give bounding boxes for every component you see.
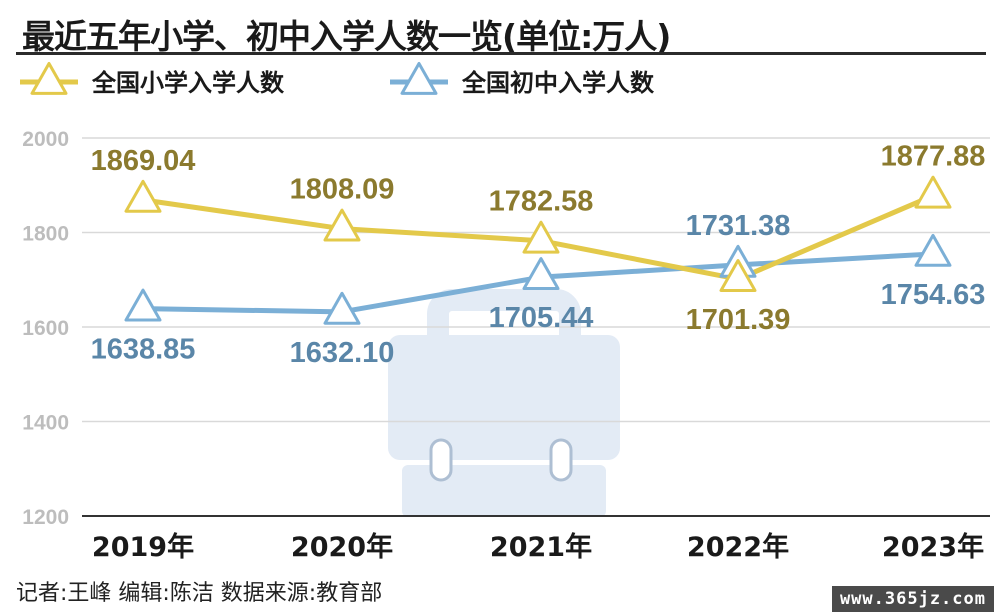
- data-label: 1869.04: [91, 145, 196, 177]
- briefcase-clasp-left: [429, 438, 453, 482]
- data-point-marker: [522, 257, 560, 291]
- site-watermark: www.365jz.com: [831, 586, 994, 612]
- y-tick-label: 1600: [22, 317, 69, 340]
- data-point-marker: [323, 291, 361, 325]
- data-labels: 1869.04 1808.09 1782.58 1701.39 1877.88 1638.…: [91, 141, 986, 369]
- x-tick-label: 2021年: [490, 531, 592, 563]
- series-markers: [124, 175, 952, 325]
- footer-credit: 记者:王峰 编辑:陈洁 数据来源:教育部: [16, 581, 383, 606]
- data-point-marker: [914, 233, 952, 267]
- chart-title: 最近五年小学、初中入学人数一览(单位:万人): [22, 17, 671, 56]
- line-chart: 1200 1400 1600 1800 2000 2019年 2020年 2021年 2022…: [20, 61, 990, 563]
- data-label: 1782.58: [489, 186, 594, 218]
- title-underline: [16, 52, 986, 55]
- x-tick-label: 2020年: [291, 531, 393, 563]
- data-point-marker: [323, 208, 361, 242]
- data-label: 1754.63: [881, 279, 986, 311]
- data-point-marker: [522, 220, 560, 254]
- briefcase-icon: [388, 289, 620, 517]
- legend: 全国小学入学人数 全国初中入学人数: [20, 61, 655, 97]
- legend-triangle-marker-icon: [400, 61, 438, 95]
- y-tick-label: 2000: [22, 128, 69, 151]
- y-tick-label: 1400: [22, 412, 69, 435]
- data-label: 1705.44: [489, 302, 594, 334]
- legend-triangle-marker-icon: [30, 61, 68, 95]
- data-point-marker: [124, 288, 162, 322]
- briefcase-top: [388, 335, 620, 460]
- data-point-marker: [914, 175, 952, 209]
- legend-label: 全国小学入学人数: [91, 69, 285, 97]
- x-axis: 2019年 2020年 2021年 2022年 2023年: [92, 531, 984, 563]
- data-label: 1877.88: [881, 141, 986, 173]
- x-tick-label: 2023年: [882, 531, 984, 563]
- data-label: 1701.39: [686, 304, 791, 336]
- y-tick-label: 1800: [22, 223, 69, 246]
- data-label: 1808.09: [290, 174, 395, 206]
- data-point-marker: [719, 259, 757, 292]
- data-label: 1731.38: [686, 210, 791, 242]
- x-tick-label: 2019年: [92, 531, 194, 563]
- y-axis: 1200 1400 1600 1800 2000: [22, 128, 990, 529]
- x-tick-label: 2022年: [687, 531, 789, 563]
- data-point-marker: [124, 179, 162, 213]
- y-tick-label: 1200: [22, 506, 69, 529]
- briefcase-clasp-right: [549, 438, 573, 482]
- data-label: 1632.10: [290, 337, 395, 369]
- data-label: 1638.85: [91, 334, 196, 366]
- legend-label: 全国初中入学人数: [461, 69, 655, 97]
